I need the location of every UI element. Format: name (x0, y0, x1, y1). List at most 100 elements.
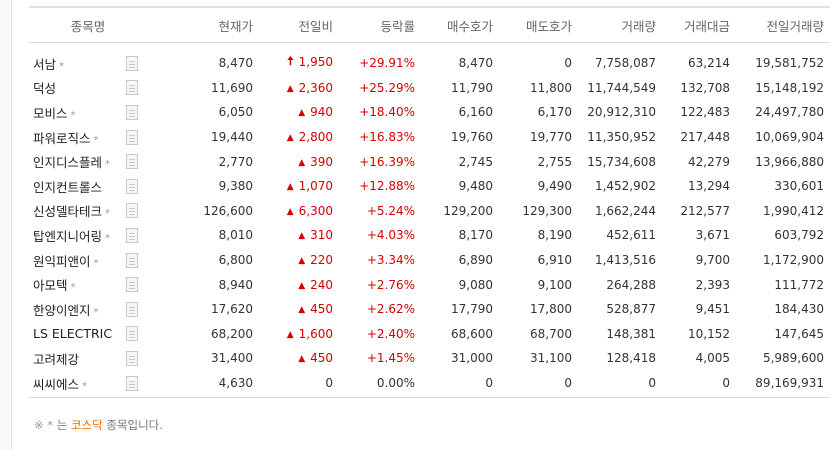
kosdaq-star: * (70, 109, 76, 121)
document-icon[interactable] (126, 326, 138, 342)
table-row: 씨씨에스 * 4,630 0 0.00% 0 0 0 0 89,169,931 (29, 370, 830, 399)
header-change[interactable]: 전일비 (259, 6, 340, 43)
kosdaq-star: * (105, 232, 111, 244)
rate-cell: +2.40% (366, 326, 416, 341)
prev-volume-cell: 24,497,780 (755, 105, 825, 120)
bid-cell: 8,170 (458, 228, 494, 243)
document-icon[interactable] (126, 350, 138, 366)
change-value: 1,950 (298, 54, 334, 69)
header-rate[interactable]: 등락률 (339, 6, 422, 43)
stock-name-link[interactable]: LS ELECTRIC (33, 326, 113, 342)
document-icon[interactable] (126, 203, 138, 219)
header-ask[interactable]: 매도호가 (499, 6, 579, 43)
stock-name-link[interactable]: 파워로직스 (33, 130, 91, 146)
prev-volume-cell: 184,430 (774, 302, 825, 317)
ask-cell: 68,700 (530, 326, 573, 341)
amount-cell: 13,294 (688, 179, 731, 194)
bid-cell: 9,480 (458, 179, 494, 194)
stock-name-link[interactable]: 원익피앤이 (33, 253, 91, 269)
price-cell: 126,600 (203, 203, 254, 218)
document-icon[interactable] (126, 252, 138, 268)
table-row: LS ELECTRIC 68,200 ▲ 1,600 +2.40% 68,600 68,70… (29, 322, 830, 347)
name-cell: 덕성 (29, 76, 117, 101)
stock-name-link[interactable]: 인지디스플레 (33, 155, 103, 171)
amount-cell: 217,448 (680, 130, 731, 145)
bid-cell: 8,470 (458, 56, 494, 71)
doc-cell (117, 346, 147, 371)
amount-cell: 2,393 (695, 277, 731, 292)
change-value: 450 (310, 302, 334, 317)
stock-name-link[interactable]: 덕성 (33, 81, 57, 97)
stock-name-link[interactable]: 한양이엔지 (33, 302, 91, 318)
price-cell: 9,380 (218, 179, 254, 194)
volume-cell: 11,350,952 (587, 130, 657, 145)
ask-cell: 0 (564, 56, 573, 71)
change-cell: ▲ 310 (259, 223, 339, 248)
stock-name-link[interactable]: 아모텍 (33, 278, 68, 294)
document-icon[interactable] (126, 80, 138, 96)
volume-cell: 528,877 (606, 302, 657, 317)
stock-name-link[interactable]: 씨씨에스 (33, 376, 80, 392)
ask-cell: 6,910 (537, 253, 573, 268)
stock-name-link[interactable]: 인지컨트롤스 (33, 179, 103, 195)
triangle-up-icon: ▲ (298, 305, 306, 316)
header-name[interactable]: 종목명 (29, 6, 148, 43)
prev-volume-cell: 147,645 (774, 326, 825, 341)
change-value: 390 (310, 154, 334, 169)
ask-cell: 2,755 (537, 154, 573, 169)
rate-cell: +25.29% (359, 80, 416, 95)
bid-cell: 2,745 (458, 154, 494, 169)
stock-name-link[interactable]: 탑엔지니어링 (33, 228, 103, 244)
document-icon[interactable] (126, 55, 138, 71)
bid-cell: 0 (421, 370, 500, 399)
stock-name-link[interactable]: 신성델타테크 (33, 204, 103, 220)
price-cell: 8,470 (218, 56, 254, 71)
ask-cell: 31,100 (530, 351, 573, 366)
document-icon[interactable] (126, 154, 138, 170)
name-cell: 씨씨에스 * (29, 370, 117, 399)
volume-cell: 1,662,244 (594, 203, 657, 218)
volume-cell: 264,288 (606, 277, 657, 292)
rate-cell: +16.39% (359, 154, 416, 169)
document-icon[interactable] (126, 227, 138, 243)
document-icon[interactable] (126, 129, 138, 145)
rate-cell: +12.88% (359, 179, 416, 194)
amount-cell: 132,708 (680, 80, 731, 95)
table-row: 신성델타테크 * 126,600 ▲ 6,300 +5.24% 129,200 129,300… (29, 199, 830, 224)
table-body: 서남 * 8,470 🠅 1,950 +29.91% 8,470 0 7,758,087 63,2… (29, 43, 830, 399)
document-icon[interactable] (126, 104, 138, 120)
header-bid[interactable]: 매수호가 (421, 6, 500, 43)
amount-cell: 42,279 (688, 154, 731, 169)
stock-name-link[interactable]: 서남 (33, 56, 57, 72)
document-icon[interactable] (126, 301, 138, 317)
price-cell: 2,770 (218, 154, 254, 169)
change-value: 1,600 (298, 326, 334, 341)
document-icon[interactable] (126, 375, 138, 391)
rate-cell: +1.45% (366, 351, 416, 366)
doc-cell (117, 322, 147, 347)
doc-cell (117, 199, 147, 224)
kosdaq-star: * (59, 60, 65, 72)
table-row: 고려제강 31,400 ▲ 450 +1.45% 31,000 31,100 128,418 4… (29, 346, 830, 371)
doc-cell (117, 272, 147, 297)
header-prev-volume[interactable]: 전일거래량 (736, 6, 830, 43)
prev-volume-cell: 19,581,752 (755, 56, 825, 71)
stock-name-link[interactable]: 고려제강 (33, 351, 80, 367)
volume-cell: 1,413,516 (594, 253, 657, 268)
doc-cell (117, 76, 147, 101)
name-cell: 한양이엔지 * (29, 297, 117, 322)
header-volume[interactable]: 거래량 (578, 6, 663, 43)
ask-cell: 8,190 (537, 228, 573, 243)
triangle-up-icon: ▲ (298, 256, 306, 267)
header-amount[interactable]: 거래대금 (662, 6, 737, 43)
document-icon[interactable] (126, 277, 138, 293)
rate-cell: +5.24% (366, 203, 416, 218)
bid-cell: 17,790 (451, 302, 494, 317)
header-price[interactable]: 현재가 (147, 6, 260, 43)
document-icon[interactable] (126, 178, 138, 194)
prev-volume-cell: 10,069,904 (755, 130, 825, 145)
name-cell: LS ELECTRIC (29, 322, 117, 347)
stock-name-link[interactable]: 모비스 (33, 105, 68, 121)
bid-cell: 6,160 (458, 105, 494, 120)
change-cell: 0 (259, 370, 340, 399)
